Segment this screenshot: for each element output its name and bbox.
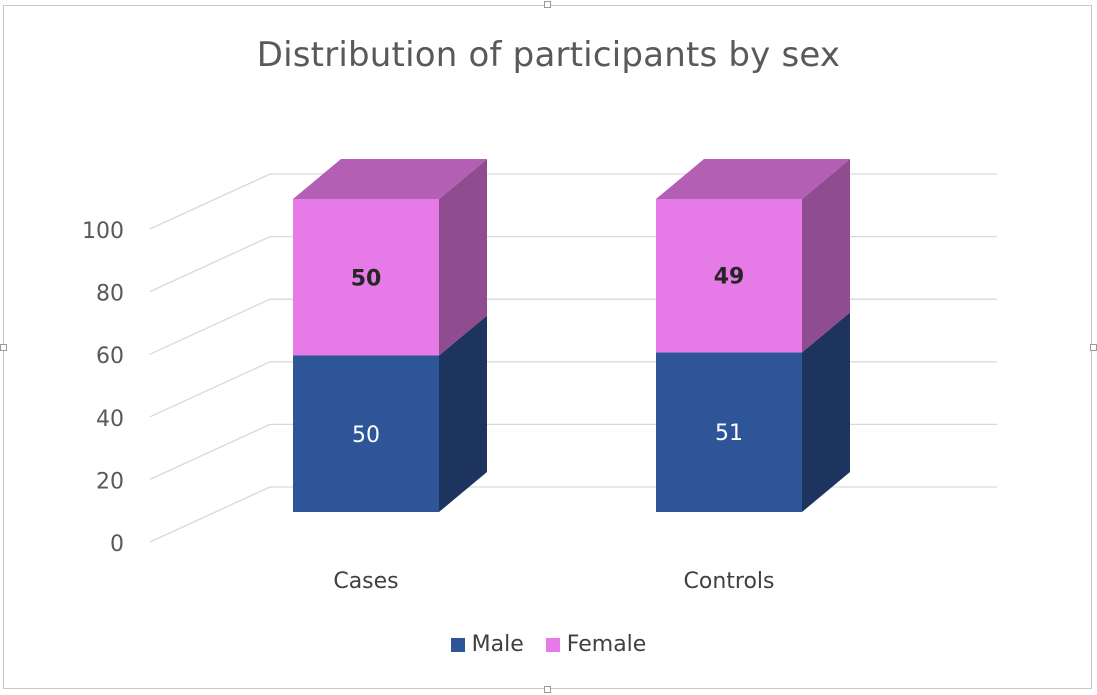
y-tick-label: 100 [82, 219, 124, 244]
bar-male-cases [293, 355, 439, 512]
x-tick-label: Controls [684, 569, 775, 594]
data-label: 50 [351, 266, 382, 291]
bar-female-controls [656, 199, 802, 353]
bar-side-female-controls [802, 159, 850, 353]
legend-label: Male [471, 632, 524, 657]
bar-side-male-controls [802, 312, 850, 512]
data-label: 51 [715, 421, 743, 446]
y-tick-label: 20 [96, 469, 124, 494]
resize-handle-bottom[interactable] [544, 686, 551, 693]
y-tick-label: 40 [96, 407, 124, 432]
chart-title: Distribution of participants by sex [256, 35, 841, 75]
y-tick-label: 0 [110, 532, 124, 557]
gridline-side [149, 173, 271, 230]
legend-swatch [545, 637, 560, 652]
y-tick-label: 80 [96, 282, 124, 307]
chart-legend: Male Female [0, 632, 1097, 657]
bar-female-cases [293, 199, 439, 356]
gridline-side [149, 361, 271, 418]
gridline-side [149, 423, 271, 480]
legend-swatch [450, 637, 465, 652]
bar-side-female-cases [439, 159, 487, 356]
gridline-side [149, 486, 271, 543]
data-label: 50 [352, 423, 380, 448]
resize-handle-left[interactable] [0, 344, 7, 351]
chart-frame[interactable] [3, 5, 1092, 689]
x-tick-label: Cases [333, 569, 398, 594]
legend-item-female: Female [545, 632, 647, 657]
bar-male-controls [656, 352, 802, 512]
gridline-side [149, 236, 271, 293]
bar-side-male-cases [439, 315, 487, 512]
resize-handle-top[interactable] [544, 1, 551, 8]
data-label: 49 [714, 265, 745, 290]
bar-top-female-controls [656, 159, 850, 199]
gridline-side [149, 298, 271, 355]
bar-top-female-cases [293, 159, 487, 199]
y-tick-label: 60 [96, 344, 124, 369]
legend-label: Female [566, 632, 647, 657]
legend-item-male: Male [450, 632, 524, 657]
